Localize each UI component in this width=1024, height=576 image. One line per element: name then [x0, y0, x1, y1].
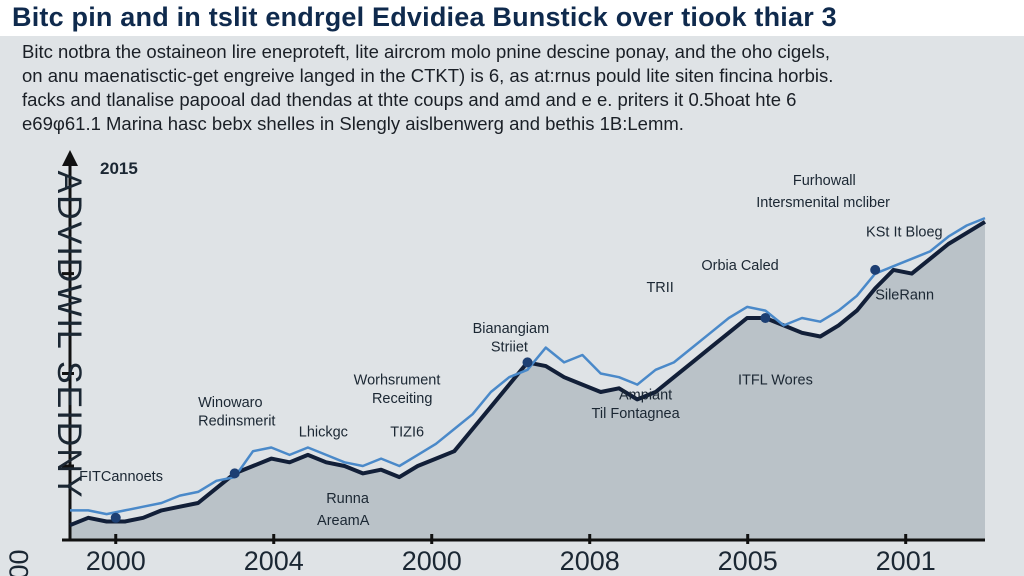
annotation-label: Orbia Caled	[701, 258, 778, 274]
x-tick-label: 2005	[718, 546, 778, 576]
y-tick-label: #00	[4, 549, 34, 576]
title-bar: Bitc pin and in tslit endrgel Edvidiea B…	[0, 0, 1024, 36]
annotation-label: Runna	[326, 491, 370, 507]
annotation-label: Intersmenital mcliber	[756, 195, 890, 211]
annotation-label: Bianangiam	[473, 321, 550, 337]
corner-label: 2015	[100, 159, 138, 178]
data-point	[760, 313, 771, 323]
x-tick-label: 2004	[244, 546, 304, 576]
description-line: on anu maenatisctic-get engreive langed …	[22, 65, 834, 86]
data-point	[229, 468, 240, 479]
annotation-label: Ampiant	[619, 387, 672, 403]
annotation-label: Receiting	[372, 391, 432, 407]
annotation-label: AreamA	[317, 513, 370, 529]
chart-description: Bitc notbra the ostaineon lire eneprotef…	[22, 40, 1012, 136]
annotation-label: TRII	[646, 280, 673, 296]
data-point	[522, 357, 533, 368]
description-line: facks and tlanalise papooal dad thendas …	[22, 89, 797, 110]
annotation-label: Worhsrument	[354, 373, 441, 389]
x-tick-label: 2000	[86, 546, 146, 576]
area-fill	[70, 221, 985, 541]
annotation-label: Redinsmerit	[198, 413, 275, 429]
y-axis-title: ADVIDWIL SEIDNY	[50, 170, 88, 499]
annotation-label: Til Fontagnea	[592, 406, 681, 422]
annotation-label: FITCannoets	[79, 469, 163, 485]
annotation-label: Striiet	[491, 339, 528, 355]
x-tick-label: 2000	[402, 546, 462, 576]
annotation-label: Furhowall	[793, 173, 856, 189]
annotation-label: SileRann	[875, 288, 934, 304]
description-line: e69φ61.1 Marina hasc bebx shelles in Sle…	[22, 113, 684, 134]
annotation-label: KSt It Bloeg	[866, 225, 943, 241]
x-tick-label: 2001	[876, 546, 936, 576]
annotation-label: ITFL Wores	[738, 373, 813, 389]
annotation-label: TIZI6	[390, 424, 424, 440]
x-tick-label: 2008	[560, 546, 620, 576]
data-point	[870, 264, 881, 275]
data-point	[110, 512, 121, 523]
chart-title: Bitc pin and in tslit endrgel Edvidiea B…	[12, 2, 837, 32]
y-axis-arrow	[62, 150, 78, 166]
description-line: Bitc notbra the ostaineon lire eneprotef…	[22, 41, 830, 62]
series-line	[70, 216, 986, 516]
annotation-label: Lhickgc	[299, 424, 348, 440]
annotation-label: Winowaro	[198, 395, 262, 411]
